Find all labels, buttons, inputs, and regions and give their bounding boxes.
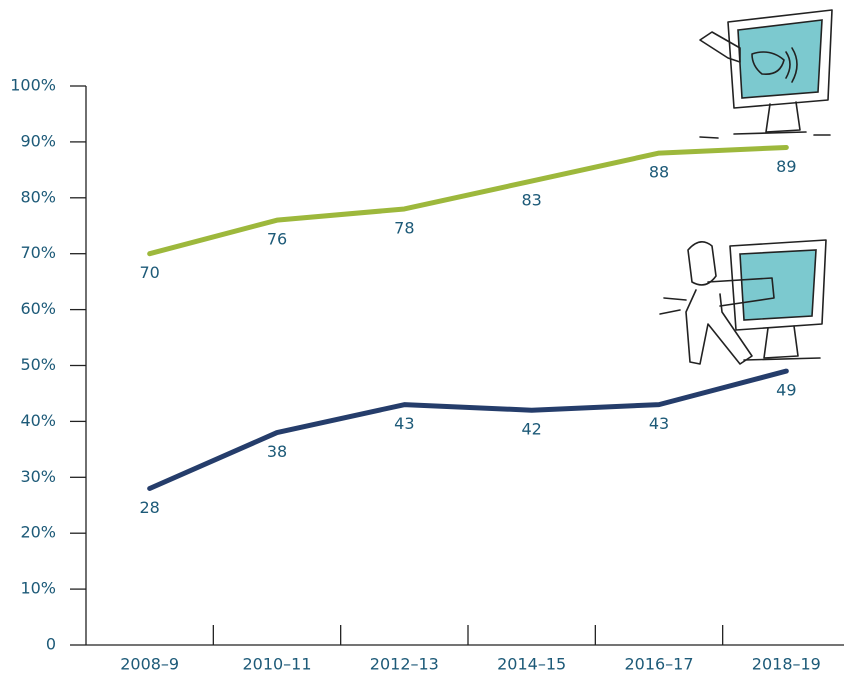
y-tick-label: 30% <box>20 467 56 486</box>
data-label: 49 <box>776 381 796 400</box>
data-label: 38 <box>267 442 287 461</box>
y-tick-label: 10% <box>20 579 56 598</box>
data-label: 83 <box>521 191 541 210</box>
y-tick-label: 100% <box>10 76 56 95</box>
y-tick-label: 0 <box>46 635 56 654</box>
data-label: 88 <box>649 163 669 182</box>
illustration-middle <box>659 239 827 365</box>
x-tick-label: 2018–19 <box>752 655 821 674</box>
data-label: 76 <box>267 230 287 249</box>
x-tick-label: 2008–9 <box>120 655 179 674</box>
data-label: 28 <box>139 498 159 517</box>
illustration-top <box>699 9 833 139</box>
y-tick-label: 90% <box>20 131 56 150</box>
x-tick-label: 2012–13 <box>370 655 439 674</box>
y-tick-label: 20% <box>20 523 56 542</box>
line-series <box>147 144 789 257</box>
y-tick-label: 50% <box>20 355 56 374</box>
y-tick-label: 70% <box>20 243 56 262</box>
line-series <box>147 368 789 491</box>
data-label: 43 <box>394 414 414 433</box>
data-label: 89 <box>776 157 796 176</box>
y-tick-label: 80% <box>20 187 56 206</box>
x-tick-label: 2016–17 <box>624 655 693 674</box>
x-tick-label: 2010–11 <box>242 655 311 674</box>
y-tick-label: 60% <box>20 299 56 318</box>
data-label: 78 <box>394 218 414 237</box>
data-label: 43 <box>649 414 669 433</box>
y-tick-label: 40% <box>20 411 56 430</box>
data-label: 70 <box>139 263 159 282</box>
data-label: 42 <box>521 420 541 439</box>
x-tick-label: 2014–15 <box>497 655 566 674</box>
